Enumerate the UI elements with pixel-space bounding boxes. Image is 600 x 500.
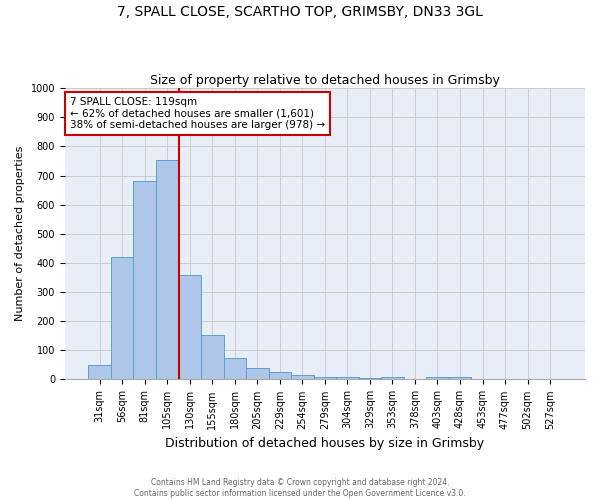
Bar bbox=[426, 377, 449, 380]
Bar bbox=[179, 274, 201, 380]
Bar bbox=[359, 378, 381, 380]
Bar bbox=[88, 365, 111, 380]
Y-axis label: Number of detached properties: Number of detached properties bbox=[15, 146, 25, 322]
Text: Contains HM Land Registry data © Crown copyright and database right 2024.
Contai: Contains HM Land Registry data © Crown c… bbox=[134, 478, 466, 498]
Bar bbox=[201, 335, 224, 380]
Bar bbox=[111, 256, 133, 380]
Text: 7 SPALL CLOSE: 119sqm
← 62% of detached houses are smaller (1,601)
38% of semi-d: 7 SPALL CLOSE: 119sqm ← 62% of detached … bbox=[70, 97, 325, 130]
Bar bbox=[381, 377, 404, 380]
Title: Size of property relative to detached houses in Grimsby: Size of property relative to detached ho… bbox=[150, 74, 500, 87]
Text: 7, SPALL CLOSE, SCARTHO TOP, GRIMSBY, DN33 3GL: 7, SPALL CLOSE, SCARTHO TOP, GRIMSBY, DN… bbox=[117, 5, 483, 19]
Bar bbox=[156, 160, 179, 380]
Bar bbox=[246, 368, 269, 380]
Bar bbox=[133, 181, 156, 380]
Bar bbox=[291, 375, 314, 380]
Bar bbox=[224, 358, 246, 380]
Bar bbox=[449, 378, 471, 380]
Bar bbox=[269, 372, 291, 380]
Bar bbox=[336, 378, 359, 380]
Bar bbox=[314, 376, 336, 380]
X-axis label: Distribution of detached houses by size in Grimsby: Distribution of detached houses by size … bbox=[166, 437, 484, 450]
